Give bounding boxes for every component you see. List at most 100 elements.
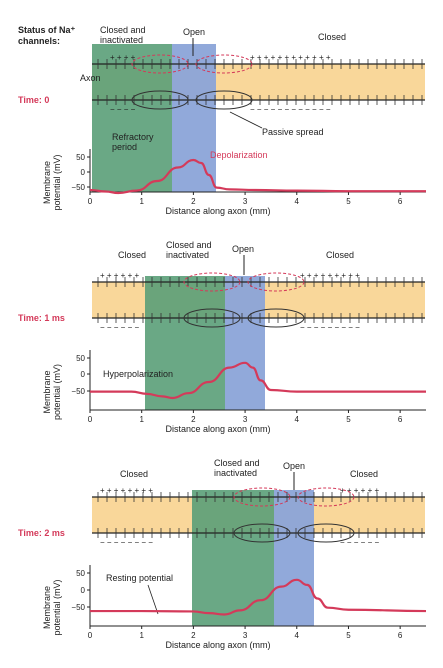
y-tick-label: −50 <box>71 387 85 396</box>
x-tick-label: 5 <box>346 415 351 424</box>
current-loop <box>131 90 189 110</box>
time-label: Time: 2 ms <box>18 528 65 538</box>
x-tick-label: 6 <box>398 197 403 206</box>
x-tick-label: 3 <box>243 197 248 206</box>
x-tick-label: 3 <box>243 415 248 424</box>
svg-text:− − − − − −: − − − − − − <box>340 538 379 547</box>
time-label: Time: 1 ms <box>18 313 65 323</box>
y-axis-label: Membrane <box>42 370 52 413</box>
label-resting-potential: Resting potential <box>106 573 173 583</box>
x-tick-label: 2 <box>191 415 196 424</box>
x-tick-label: 0 <box>88 631 93 640</box>
y-axis-label-2: potential (mV) <box>52 154 62 210</box>
label-closed-inactivated-2: inactivated <box>166 250 209 260</box>
x-tick-label: 6 <box>398 415 403 424</box>
y-tick-label: 0 <box>81 586 86 595</box>
current-loop <box>247 308 305 328</box>
x-tick-label: 1 <box>139 415 144 424</box>
current-loop <box>195 54 253 74</box>
y-axis-label-2: potential (mV) <box>52 579 62 635</box>
y-tick-label: −50 <box>71 183 85 192</box>
label-open: Open <box>232 244 254 254</box>
svg-text:− − − −: − − − − <box>110 105 136 114</box>
label-closed: Closed <box>318 32 346 42</box>
y-tick-label: 0 <box>81 370 86 379</box>
resting-pointer <box>147 584 159 615</box>
current-loop <box>233 487 291 507</box>
label-closed: Closed <box>326 250 354 260</box>
green-region <box>192 490 274 626</box>
label-hyperpolarization: Hyperpolarization <box>103 369 173 379</box>
x-tick-label: 6 <box>398 631 403 640</box>
label-refractory: Refractory <box>112 132 154 142</box>
x-tick-label: 5 <box>346 631 351 640</box>
y-tick-label: 0 <box>81 168 86 177</box>
current-loop <box>131 54 189 74</box>
passive-spread-pointer <box>229 111 263 129</box>
y-tick-label: −50 <box>71 603 85 612</box>
label-closed-far-left: Closed <box>120 469 148 479</box>
current-loop <box>195 90 253 110</box>
blue-region <box>225 276 265 410</box>
label-passive-spread: Passive spread <box>262 127 324 137</box>
x-axis-label: Distance along axon (mm) <box>165 424 270 434</box>
label-closed-inactivated: Closed and <box>166 240 212 250</box>
x-tick-label: 0 <box>88 415 93 424</box>
blue-region <box>274 490 314 626</box>
svg-text:+ + + + + + + + + + + +: + + + + + + + + + + + + <box>250 53 331 62</box>
x-tick-label: 1 <box>139 631 144 640</box>
label-closed-inactivated: Closed and <box>214 458 260 468</box>
time-label: Time: 0 <box>18 95 49 105</box>
x-tick-label: 3 <box>243 631 248 640</box>
panel-time-2ms: + + + + + + + + + + + + + + − − − − − − … <box>18 458 427 650</box>
x-tick-label: 1 <box>139 197 144 206</box>
label-refractory-2: period <box>112 142 137 152</box>
x-tick-label: 4 <box>295 415 300 424</box>
green-region <box>145 276 225 410</box>
svg-text:+ + + +: + + + + <box>110 53 136 62</box>
svg-text:− − − − − − − − − − − −: − − − − − − − − − − − − <box>250 105 331 114</box>
svg-text:+ + + + + + + + +: + + + + + + + + + <box>300 271 360 280</box>
svg-text:− − − − − − − −: − − − − − − − − <box>100 538 153 547</box>
current-loop <box>247 272 305 292</box>
current-loop <box>183 272 241 292</box>
y-tick-label: 50 <box>76 569 85 578</box>
y-tick-label: 50 <box>76 153 85 162</box>
label-closed-inactivated-2: inactivated <box>100 35 143 45</box>
x-axis-label: Distance along axon (mm) <box>165 206 270 216</box>
membrane-potential-curve <box>90 361 426 400</box>
label-open: Open <box>183 27 205 37</box>
label-closed-inactivated: Closed and <box>100 25 146 35</box>
y-axis-label: Membrane <box>42 586 52 629</box>
status-title-line2: channels: <box>18 36 60 46</box>
label-depolarization: Depolarization <box>210 150 268 160</box>
svg-text:− − − − − −: − − − − − − <box>100 323 139 332</box>
current-loop <box>233 523 291 543</box>
label-open: Open <box>283 461 305 471</box>
x-tick-label: 2 <box>191 197 196 206</box>
membrane-potential-curve <box>90 578 427 616</box>
svg-text:+ + + + + +: + + + + + + <box>340 486 379 495</box>
y-axis-label-2: potential (mV) <box>52 364 62 420</box>
green-region <box>92 44 172 192</box>
x-tick-label: 5 <box>346 197 351 206</box>
membrane-potential-curve <box>89 158 426 195</box>
y-axis-label: Membrane <box>42 161 52 204</box>
current-loop <box>297 487 355 507</box>
svg-text:+ + + + + + + +: + + + + + + + + <box>100 486 153 495</box>
label-axon: Axon <box>80 73 101 83</box>
x-tick-label: 4 <box>295 197 300 206</box>
panel-time-1ms: + + + + + + + + + + + + + + + − − − − − … <box>18 240 426 434</box>
current-loop <box>297 523 355 543</box>
label-closed-far-left: Closed <box>118 250 146 260</box>
x-tick-label: 0 <box>88 197 93 206</box>
svg-text:+ + + + + +: + + + + + + <box>100 271 139 280</box>
y-tick-label: 50 <box>76 354 85 363</box>
x-tick-label: 4 <box>295 631 300 640</box>
current-loop <box>183 308 241 328</box>
label-closed-inactivated-2: inactivated <box>214 468 257 478</box>
svg-text:− − − − − − − − −: − − − − − − − − − <box>300 323 360 332</box>
x-axis-label: Distance along axon (mm) <box>165 640 270 650</box>
status-title-line1: Status of Na⁺ <box>18 25 76 35</box>
